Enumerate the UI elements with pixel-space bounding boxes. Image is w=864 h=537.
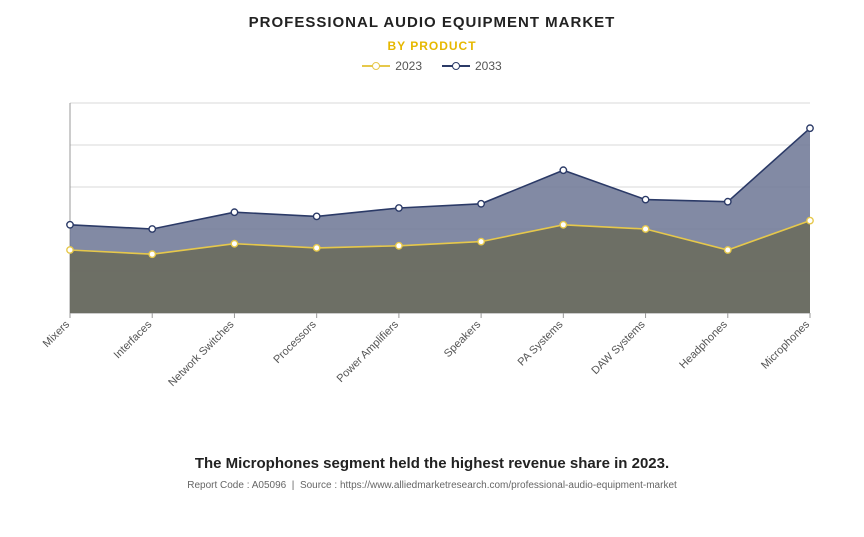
x-axis-label: Mixers [41, 318, 73, 350]
report-code: A05096 [252, 480, 286, 491]
chart-svg: Mixers Interfaces Network Switches Processo… [40, 93, 824, 393]
x-axis-label: Power Amplifiers [335, 318, 402, 385]
x-axis-label: Interfaces [112, 318, 155, 361]
x-axis-label: Speakers [442, 318, 484, 360]
x-axis-label: Headphones [677, 318, 730, 371]
report-code-label: Report Code : [187, 480, 249, 491]
source-label: Source : [300, 480, 337, 491]
chart-title: PROFESSIONAL AUDIO EQUIPMENT MARKET [0, 0, 864, 31]
legend-item-2023: 2023 [362, 59, 422, 73]
legend-item-2033: 2033 [442, 59, 502, 73]
legend-marker-2023 [362, 61, 390, 71]
chart-caption: The Microphones segment held the highest… [0, 455, 864, 472]
legend-dot-icon [452, 62, 460, 70]
legend-marker-2033 [442, 61, 470, 71]
legend-label: 2023 [395, 59, 422, 73]
chart-area: Mixers Interfaces Network Switches Processo… [40, 93, 824, 393]
source-url: https://www.alliedmarketresearch.com/pro… [340, 480, 677, 491]
legend-label: 2033 [475, 59, 502, 73]
x-axis-label: DAW Systems [589, 318, 648, 377]
x-axis-label: Microphones [759, 318, 812, 371]
x-axis-label: Processors [271, 318, 319, 366]
x-axis-label: PA Systems [516, 318, 566, 368]
chart-subtitle: BY PRODUCT [0, 39, 864, 53]
legend: 2023 2033 [0, 59, 864, 73]
x-axis-label: Network Switches [166, 318, 237, 389]
source-line: Report Code : A05096 | Source : https://… [0, 480, 864, 491]
legend-dot-icon [372, 62, 380, 70]
source-sep: | [292, 480, 295, 491]
